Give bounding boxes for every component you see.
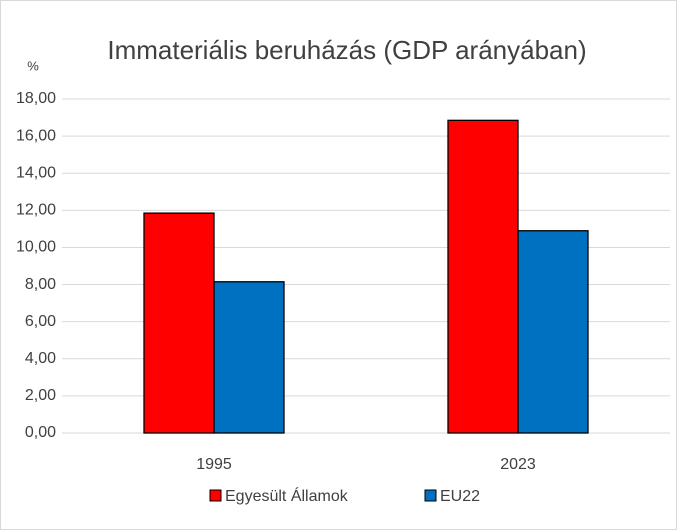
y-tick-label: 16,00: [16, 127, 56, 144]
bar: [213, 281, 285, 434]
y-tick-label: 10,00: [16, 239, 56, 256]
y-axis-label: %: [27, 58, 39, 73]
bar: [447, 119, 519, 434]
legend-swatch: [209, 489, 222, 502]
y-tick-label: 2,00: [25, 387, 56, 404]
y-tick-label: 18,00: [16, 90, 56, 107]
chart-title: Immateriális beruházás (GDP arányában): [107, 35, 586, 65]
bar: [143, 212, 215, 434]
legend-label: Egyesült Államok: [225, 486, 349, 505]
bar: [517, 230, 589, 434]
x-tick-label: 2023: [500, 456, 536, 473]
y-tick-label: 8,00: [25, 276, 56, 293]
y-tick-label: 0,00: [25, 424, 56, 441]
legend-label: EU22: [440, 488, 480, 505]
y-tick-label: 6,00: [25, 313, 56, 330]
x-tick-label: 1995: [196, 456, 232, 473]
y-tick-label: 12,00: [16, 202, 56, 219]
y-tick-label: 4,00: [25, 350, 56, 367]
y-tick-label: 14,00: [16, 164, 56, 181]
legend-swatch: [424, 489, 437, 502]
